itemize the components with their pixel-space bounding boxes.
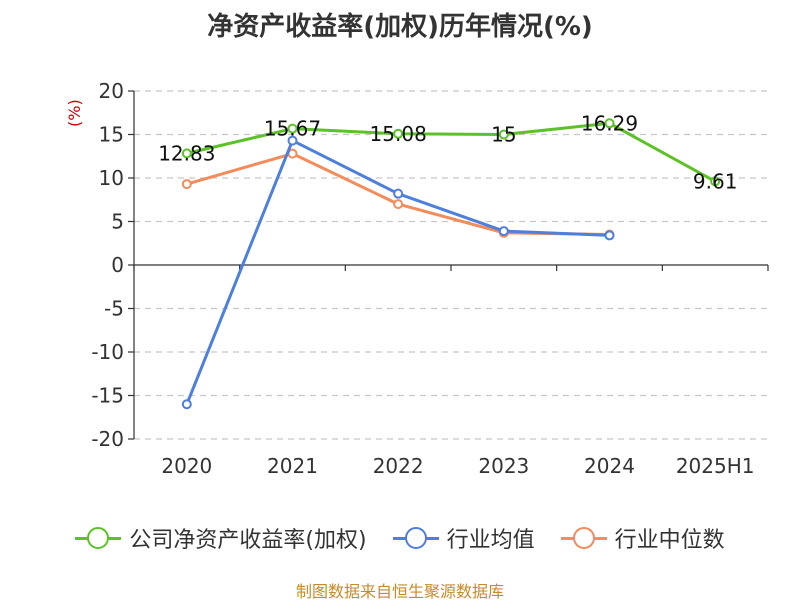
data-label: 15.67 xyxy=(264,117,321,141)
y-axis-tick-label: -15 xyxy=(91,384,124,408)
data-point-2[interactable] xyxy=(181,179,192,190)
x-axis-tick-label: 2022 xyxy=(373,454,424,478)
data-point-1[interactable] xyxy=(181,399,192,410)
x-axis-tick-label: 2023 xyxy=(478,454,529,478)
chart-legend: 公司净资产收益率(加权) 行业均值 行业中位数 xyxy=(0,520,800,556)
data-label: 16.29 xyxy=(581,111,638,135)
chart-title: 净资产收益率(加权)历年情况(%) xyxy=(207,12,593,42)
data-label: 9.61 xyxy=(693,169,738,193)
data-label: 15.08 xyxy=(370,122,427,146)
data-point-1[interactable] xyxy=(393,188,404,199)
data-point-1[interactable] xyxy=(604,230,615,241)
y-axis-tick-label: -5 xyxy=(104,297,124,321)
x-axis-tick-label: 2021 xyxy=(267,454,318,478)
y-axis-tick-label: -10 xyxy=(91,340,124,364)
data-point-0[interactable] xyxy=(498,129,509,140)
data-point-0[interactable] xyxy=(604,118,615,129)
data-label: 12.83 xyxy=(158,141,215,165)
legend-item-industry-average[interactable]: 行业均值 xyxy=(392,522,535,554)
data-point-1[interactable] xyxy=(498,226,509,237)
data-point-0[interactable] xyxy=(181,148,192,159)
data-point-0[interactable] xyxy=(287,123,298,134)
y-axis-tick-label: 5 xyxy=(111,210,124,234)
x-axis-tick-label: 2024 xyxy=(584,454,635,478)
data-label: 15 xyxy=(491,123,516,147)
legend-swatch-industry-median xyxy=(560,527,607,549)
y-axis-tick-label: -20 xyxy=(91,427,124,451)
y-axis-tick-label: 15 xyxy=(99,123,124,147)
y-axis-tick-label: 0 xyxy=(111,253,124,277)
data-point-0[interactable] xyxy=(393,128,404,139)
series-line-1 xyxy=(185,139,610,405)
data-point-1[interactable] xyxy=(287,135,298,146)
legend-swatch-company xyxy=(75,527,122,549)
data-source-note: 制图数据来自恒生聚源数据库 xyxy=(295,582,504,601)
x-axis-tick-label: 2025H1 xyxy=(676,454,755,478)
legend-item-industry-median[interactable]: 行业中位数 xyxy=(560,522,725,554)
legend-label-company: 公司净资产收益率(加权) xyxy=(129,528,367,553)
y-axis-tick-label: 20 xyxy=(99,79,124,103)
series-line-0 xyxy=(186,121,716,183)
data-point-0[interactable] xyxy=(710,176,721,187)
legend-swatch-industry-average xyxy=(392,527,439,549)
legend-item-company[interactable]: 公司净资产收益率(加权) xyxy=(75,522,367,554)
legend-label-industry-average: 行业均值 xyxy=(446,528,535,553)
data-point-2[interactable] xyxy=(393,199,404,210)
y-axis-tick-label: 10 xyxy=(99,166,124,190)
x-axis-tick-label: 2020 xyxy=(161,454,212,478)
y-axis-unit-label: (%) xyxy=(65,99,84,127)
legend-label-industry-median: 行业中位数 xyxy=(614,528,725,553)
